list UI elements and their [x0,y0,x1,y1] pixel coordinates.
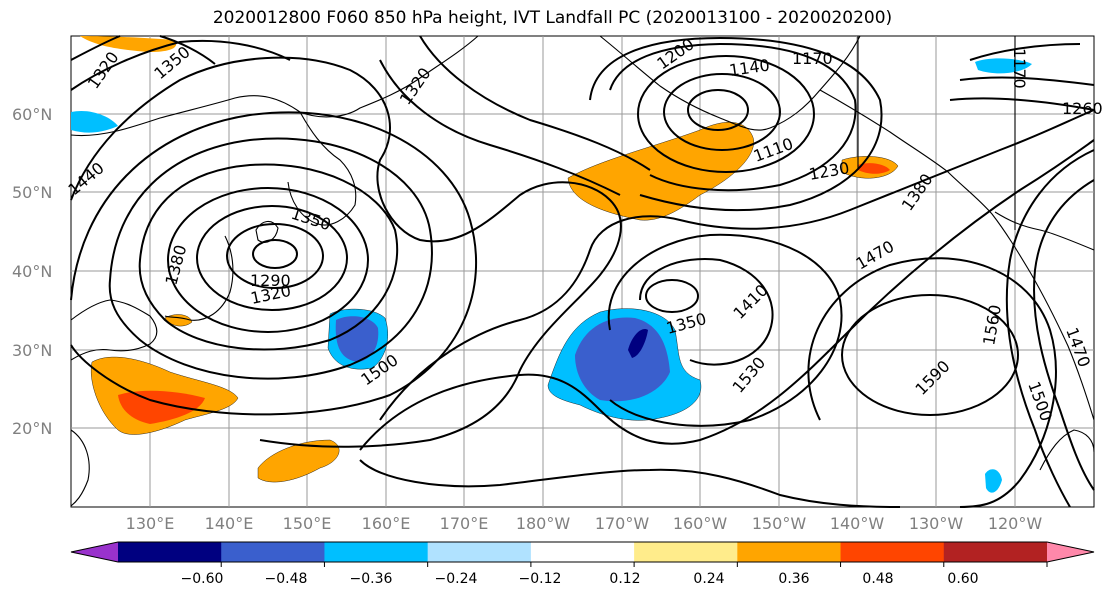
colorbar-tick-label: −0.24 [434,571,478,587]
contour-label: 1260 [1062,99,1103,118]
colorbar-tick-label: 0.60 [947,571,979,587]
lon-label: 140°W [829,514,885,533]
lon-label: 180°W [515,514,571,533]
contour-label: 1290 [250,271,291,290]
contour-label: 1170 [792,49,833,68]
height-contours [70,35,1095,508]
lon-label: 130°E [125,514,175,533]
lon-label: 140°E [204,514,254,533]
ivt-shading [71,36,1032,493]
lon-label: 170°W [594,514,650,533]
colorbar-tick-label: 0.48 [862,571,894,587]
colorbar-tick-label: −0.12 [518,571,562,587]
lon-label: 160°W [672,514,728,533]
lat-label: 50°N [12,183,53,202]
colorbar-tick-label: −0.48 [264,571,308,587]
gridlines [71,36,1094,507]
lon-label: 150°W [751,514,807,533]
lon-label: 170°E [439,514,489,533]
colorbar-tick-label: 0.24 [693,571,725,587]
lat-label: 40°N [12,262,53,281]
lat-label: 30°N [12,341,53,360]
colorbar-tick-label: −0.60 [180,571,224,587]
colorbar-tick-label: 0.36 [778,571,810,587]
contour-label: 1170 [1010,48,1029,89]
colorbar-tick-label: −0.36 [349,571,393,587]
lat-label: 60°N [12,105,53,124]
map-title: 2020012800 F060 850 hPa height, IVT Land… [212,8,893,28]
lon-label: 130°W [908,514,964,533]
lat-label: 20°N [12,419,53,438]
colorbar-tick-label: 0.12 [609,571,641,587]
lon-label: 150°E [282,514,332,533]
lon-label: 160°E [361,514,411,533]
lon-label: 120°W [987,514,1043,533]
